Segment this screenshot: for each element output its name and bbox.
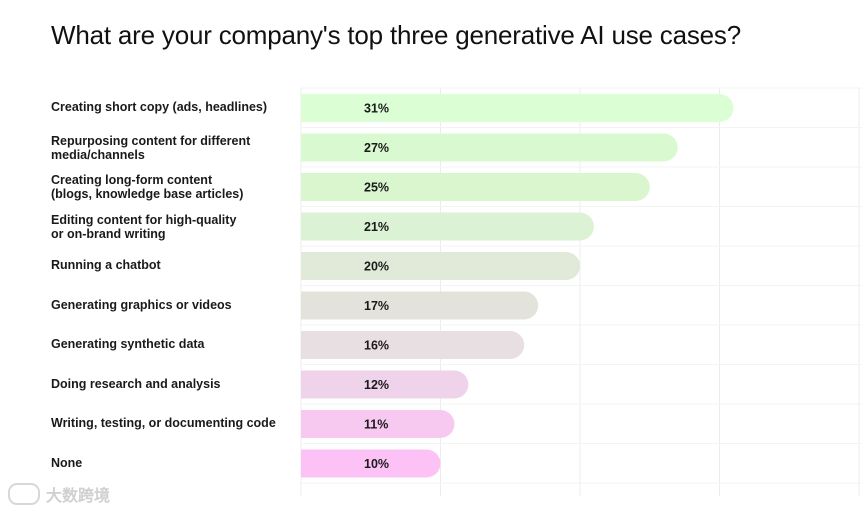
data-label: 12% — [364, 378, 389, 392]
bar-group: 17% — [301, 291, 539, 320]
bar-group: 16% — [301, 331, 525, 359]
watermark: 大数跨境 — [8, 482, 110, 506]
bar — [301, 133, 678, 162]
data-label: 27% — [364, 141, 389, 155]
bar — [301, 173, 650, 201]
data-label: 25% — [364, 181, 389, 195]
bar-group: 25% — [301, 173, 650, 201]
category-label: Editing content for high-quality or on-b… — [51, 212, 237, 241]
bar — [301, 252, 580, 280]
bar-group: 20% — [301, 252, 580, 280]
bar — [301, 449, 441, 478]
bar-group: 31% — [301, 94, 734, 122]
category-label: Repurposing content for different media/… — [51, 133, 251, 162]
category-label: Doing research and analysis — [51, 376, 221, 391]
watermark-text: 大数跨境 — [46, 488, 111, 505]
category-label: Creating long-form content (blogs, knowl… — [51, 173, 244, 201]
bar-group: 12% — [301, 370, 469, 399]
category-label: Creating short copy (ads, headlines) — [51, 100, 268, 114]
data-label: 20% — [364, 260, 389, 274]
data-label: 16% — [364, 339, 389, 353]
data-label: 11% — [364, 418, 388, 432]
bar-group: 21% — [301, 212, 594, 241]
data-label: 10% — [364, 457, 389, 471]
bar-group: 27% — [301, 133, 678, 162]
chart-title: What are your company's top three genera… — [51, 20, 741, 50]
data-label: 31% — [364, 102, 389, 116]
bar-group: 10% — [301, 449, 441, 478]
category-label: Running a chatbot — [51, 258, 161, 272]
bar — [301, 291, 539, 320]
data-label: 17% — [364, 299, 389, 313]
bar — [301, 331, 525, 359]
category-label: Writing, testing, or documenting code — [51, 416, 276, 430]
watermark-logo-icon — [8, 483, 40, 505]
category-label: Generating graphics or videos — [51, 297, 232, 312]
bar — [301, 94, 734, 122]
bar — [301, 410, 455, 438]
bar — [301, 212, 594, 241]
bar — [301, 370, 469, 399]
data-label: 21% — [364, 220, 389, 234]
category-label: Generating synthetic data — [51, 337, 205, 351]
category-label: None — [51, 455, 83, 470]
bar-group: 11% — [301, 410, 455, 438]
